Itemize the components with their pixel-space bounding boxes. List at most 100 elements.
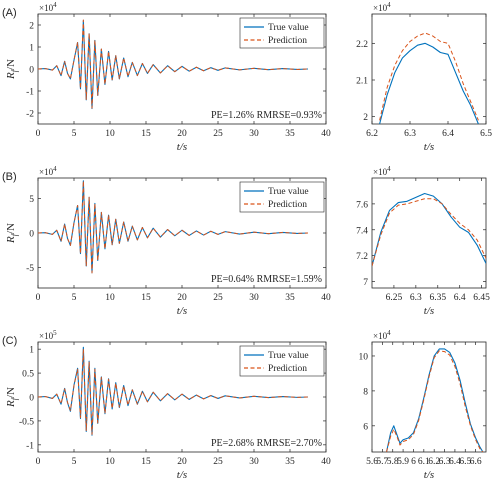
x-tick-label: 5 — [72, 293, 77, 303]
y-tick-label: 2 — [363, 113, 368, 123]
x-tick-label: 25 — [213, 457, 223, 467]
x-axis-label: t/s — [424, 305, 434, 317]
series-line-prediction — [38, 19, 309, 109]
series-line-prediction — [372, 198, 486, 267]
x-tick-label: 40 — [321, 457, 331, 467]
x-axis-label: t/s — [177, 469, 187, 481]
panel-label: (A) — [2, 7, 17, 19]
x-tick-label: 6.3 — [410, 293, 422, 303]
series-line-true-value — [372, 192, 486, 267]
y-tick-label: 2.2 — [356, 40, 368, 50]
y-tick-label: 6 — [363, 422, 368, 432]
legend-label-prediction: Prediction — [268, 36, 307, 46]
x-tick-label: 6.4 — [454, 293, 466, 303]
y-tick-label: 8 — [363, 387, 368, 397]
x-tick-label: 40 — [321, 129, 331, 139]
x-axis-label: t/s — [424, 141, 434, 153]
x-tick-label: 25 — [213, 129, 223, 139]
x-tick-label: 40 — [321, 293, 331, 303]
y-tick-label: -0.5 — [19, 417, 34, 427]
x-tick-label: 30 — [249, 293, 259, 303]
x-tick-label: 6.2 — [366, 129, 378, 139]
x-tick-label: 35 — [285, 457, 295, 467]
y-tick-label: 1 — [29, 44, 34, 54]
series-line-true-value — [379, 42, 479, 124]
x-tick-label: 6.25 — [386, 293, 403, 303]
x-tick-label: 0 — [36, 129, 41, 139]
series-line-prediction — [386, 350, 484, 452]
y-tick-label: 0 — [29, 230, 34, 240]
x-tick-label: 5 — [72, 457, 77, 467]
axis-multiplier: ×104 — [373, 1, 391, 13]
legend-box — [239, 181, 325, 213]
x-tick-label: 10 — [105, 293, 115, 303]
x-tick-label: 5.7 — [376, 457, 388, 467]
y-axis-label: Rf/N — [5, 59, 19, 80]
x-tick-label: 6.1 — [418, 457, 430, 467]
legend-box — [239, 345, 325, 377]
x-axis-label: t/s — [177, 305, 187, 317]
y-tick-label: 2.1 — [356, 77, 368, 87]
x-tick-label: 6.3 — [404, 129, 416, 139]
chart-panel-5: (C) 0 5 10 15 20 25 30 35 40 -1 -0.5 0 0.5 1 ×105 t/s Rf/… — [2, 329, 331, 481]
series-line-prediction — [38, 348, 309, 435]
series-line-prediction — [379, 32, 479, 121]
y-tick-label: 0 — [29, 66, 34, 76]
legend-label-prediction: Prediction — [268, 364, 307, 374]
x-tick-label: 10 — [105, 129, 115, 139]
x-tick-label: 6.4 — [449, 457, 461, 467]
x-tick-label: 15 — [141, 129, 151, 139]
x-tick-label: 6.5 — [480, 129, 492, 139]
metric-annotation: PE=2.68% RMRSE=2.70% — [211, 438, 322, 449]
y-tick-label: 1 — [29, 346, 34, 356]
x-tick-label: 20 — [177, 129, 187, 139]
legend: True value Prediction — [239, 181, 325, 213]
x-tick-label: 10 — [105, 457, 115, 467]
chart-panel-4: 6.25 6.3 6.35 6.4 6.45 7 7.2 7.4 7.6 ×104 t/s — [356, 165, 490, 317]
y-tick-label: 10 — [359, 352, 369, 362]
legend-label-true-value: True value — [268, 23, 309, 33]
x-tick-label: 0 — [36, 457, 41, 467]
x-tick-label: 6.3 — [439, 457, 451, 467]
x-tick-label: 6.5 — [459, 457, 471, 467]
y-tick-label: 0.5 — [22, 370, 34, 380]
x-tick-label: 6 — [411, 457, 416, 467]
x-tick-label: 5.6 — [366, 457, 378, 467]
y-tick-label: -1 — [26, 88, 34, 98]
series-line-true-value — [38, 180, 309, 274]
y-tick-label: 7.6 — [356, 200, 368, 210]
axis-multiplier: ×104 — [373, 165, 391, 177]
axis-multiplier: ×104 — [373, 329, 391, 341]
x-tick-label: 25 — [213, 293, 223, 303]
x-tick-label: 15 — [141, 293, 151, 303]
x-tick-label: 6.4 — [442, 129, 454, 139]
x-tick-label: 30 — [249, 457, 259, 467]
chart-panel-2: 6.2 6.3 6.4 6.5 2 2.1 2.2 ×104 t/s — [356, 1, 492, 153]
x-tick-label: 20 — [177, 293, 187, 303]
panel-label: (B) — [2, 171, 17, 183]
x-tick-label: 15 — [141, 457, 151, 467]
y-tick-label: 7.4 — [356, 226, 368, 236]
axes-frame — [371, 177, 487, 289]
panel-label: (C) — [2, 335, 17, 347]
x-tick-label: 35 — [285, 293, 295, 303]
chart-panel-3: (B) 0 5 10 15 20 25 30 35 40 -5 0 5 ×104 t/s Rf/N PE=0.6… — [2, 165, 331, 317]
axis-multiplier: ×105 — [39, 329, 57, 341]
x-axis-label: t/s — [177, 141, 187, 153]
y-tick-label: -1 — [26, 441, 34, 451]
y-axis-label: Rf/N — [5, 223, 19, 244]
axes-frame — [371, 13, 487, 125]
legend-label-prediction: Prediction — [268, 200, 307, 210]
x-tick-label: 6.35 — [429, 293, 446, 303]
x-tick-label: 35 — [285, 129, 295, 139]
axes-frame — [371, 341, 487, 453]
y-axis-label: Rf/N — [5, 387, 19, 408]
x-tick-label: 6.45 — [473, 293, 490, 303]
x-tick-label: 0 — [36, 293, 41, 303]
x-tick-label: 20 — [177, 457, 187, 467]
x-tick-label: 5 — [72, 129, 77, 139]
metric-annotation: PE=1.26% RMRSE=0.93% — [211, 110, 322, 121]
y-tick-label: 0 — [29, 394, 34, 404]
legend: True value Prediction — [239, 345, 325, 377]
